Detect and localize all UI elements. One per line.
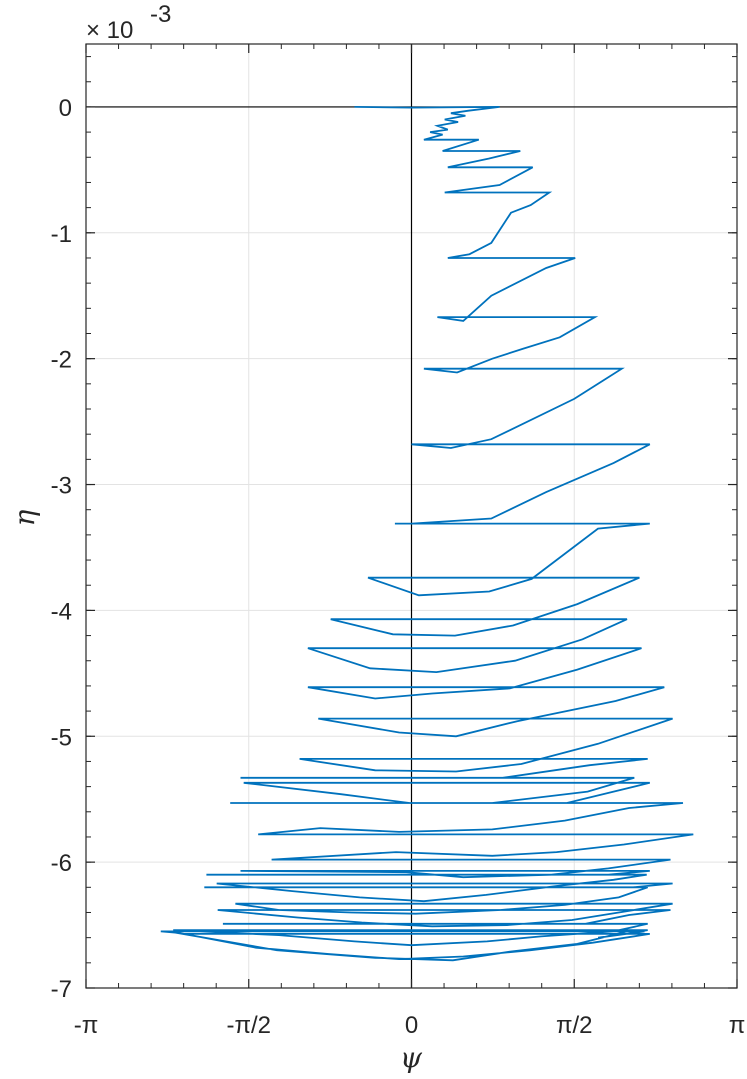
x-tick-labels: -π -π/2 0 π/2 π	[74, 1012, 746, 1039]
y-tick-label: -1	[51, 221, 72, 248]
reference-lines	[86, 44, 737, 988]
x-tick-label: π/2	[556, 1012, 593, 1039]
x-axis-label: ψ	[400, 1041, 423, 1074]
series-layer	[160, 106, 694, 962]
y-axis-label: η	[8, 509, 41, 526]
y-tick-label: -3	[51, 473, 72, 500]
x-tick-label: 0	[405, 1012, 418, 1039]
y-tick-label: 0	[59, 95, 72, 122]
y-tick-label: -4	[51, 598, 72, 625]
tick-marks	[85, 44, 738, 989]
y-multiplier-exponent: -3	[150, 1, 171, 28]
series-line-0	[160, 106, 694, 962]
x-tick-label: -π	[74, 1012, 99, 1039]
y-multiplier-base: × 10	[86, 17, 133, 44]
y-tick-label: -5	[51, 724, 72, 751]
x-tick-label: -π/2	[226, 1012, 271, 1039]
y-tick-label: -2	[51, 347, 72, 374]
y-tick-labels: 0 -1 -2 -3 -4 -5 -6 -7	[51, 95, 72, 1003]
y-tick-label: -6	[51, 850, 72, 877]
x-tick-label: π	[729, 1012, 746, 1039]
y-tick-label: -7	[51, 976, 72, 1003]
